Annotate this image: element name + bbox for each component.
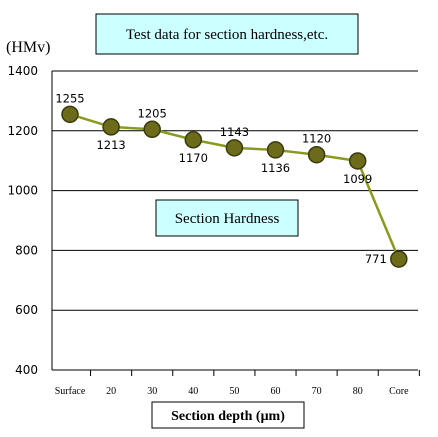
chart-title: Test data for section hardness,etc. (126, 27, 328, 43)
data-point-50 (225, 139, 244, 157)
x-axis-title-box: Section depth (μm) (151, 401, 305, 429)
data-label-80: 1099 (343, 172, 372, 186)
x-axis-title: Section depth (μm) (171, 409, 285, 424)
chart-title-box: Test data for section hardness,etc. (95, 13, 359, 55)
y-tick-labels: 400 600 800 1000 1200 1400 (7, 64, 38, 377)
data-label-20: 1213 (96, 138, 125, 152)
chart-title-background (95, 13, 359, 55)
x-tick-label-surface: Surface (55, 386, 86, 397)
series-hardness (61, 105, 408, 268)
x-tick-label-20: 20 (106, 386, 116, 397)
x-tick-label-60: 60 (271, 386, 281, 397)
y-tick-label-1000: 1000 (7, 184, 38, 198)
y-tick-label-1400: 1400 (7, 64, 38, 78)
data-point-surface (61, 105, 79, 124)
data-point-60 (266, 141, 285, 159)
x-tick-label-70: 70 (312, 386, 322, 397)
y-tick-label-1200: 1200 (7, 124, 38, 138)
data-label-70: 1120 (302, 132, 331, 146)
data-label-30: 1205 (138, 106, 167, 120)
x-tick-label-40: 40 (188, 386, 198, 397)
data-point-40 (184, 131, 203, 149)
data-point-20 (102, 118, 120, 136)
data-point-30 (143, 120, 161, 139)
data-label-40: 1170 (179, 151, 208, 165)
data-point-80 (348, 152, 367, 170)
x-tick-label-core: Core (389, 386, 409, 397)
data-label-50: 1143 (220, 125, 249, 139)
x-axis-title-background (151, 401, 305, 429)
data-labels: 1255 1213 1205 1170 1143 1136 1120 1099 771 (55, 91, 386, 266)
annotation-background (155, 199, 299, 237)
y-axis-unit-label: (HMv) (6, 39, 50, 56)
annotation-text: Section Hardness (175, 211, 280, 227)
data-label-core: 771 (365, 252, 387, 266)
y-tick-label-600: 600 (15, 303, 38, 317)
x-tick-label-30: 30 (147, 386, 157, 397)
section-hardness-annotation: Section Hardness (155, 199, 299, 237)
data-label-60: 1136 (261, 161, 290, 175)
y-tick-label-400: 400 (15, 363, 38, 377)
data-point-core (390, 250, 408, 268)
x-tick-label-50: 50 (229, 386, 239, 397)
x-tick-labels: Surface 20 30 40 50 60 70 80 Core (55, 386, 409, 397)
data-point-70 (307, 145, 326, 164)
data-label-surface: 1255 (55, 91, 84, 105)
x-tick-label-80: 80 (353, 386, 363, 397)
y-tick-label-800: 800 (15, 243, 38, 257)
